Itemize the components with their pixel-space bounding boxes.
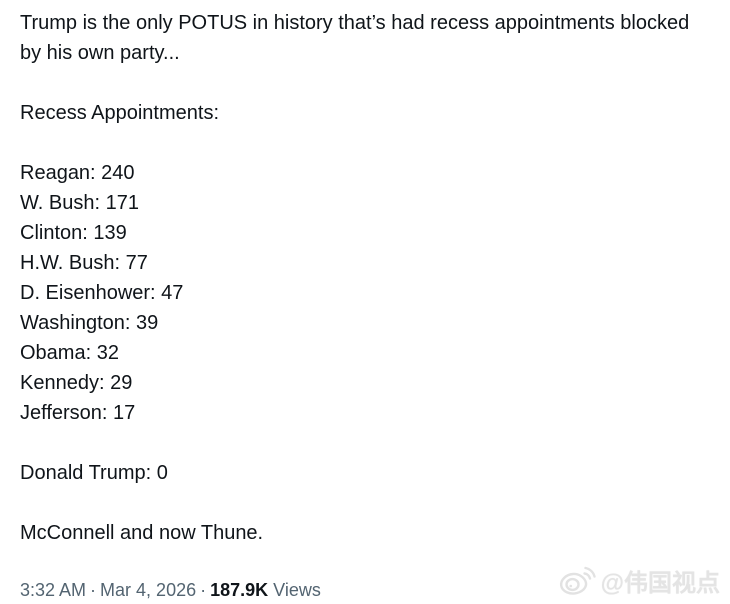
stat-line: H.W. Bush: 77 bbox=[20, 252, 148, 274]
stat-line: Obama: 32 bbox=[20, 342, 119, 364]
recess-stats-list: Reagan: 240 W. Bush: 171 Clinton: 139 H.W. … bbox=[20, 158, 710, 428]
stat-line: D. Eisenhower: 47 bbox=[20, 282, 184, 304]
stat-line: Kennedy: 29 bbox=[20, 372, 133, 394]
stat-line: Jefferson: 17 bbox=[20, 402, 136, 424]
dot-separator: · bbox=[90, 580, 97, 600]
dot-separator: · bbox=[200, 580, 207, 600]
tweet-body: Trump is the only POTUS in history that’… bbox=[20, 8, 710, 602]
recess-appointments-heading: Recess Appointments: bbox=[20, 102, 219, 124]
views-label: Views bbox=[273, 580, 321, 600]
post-date[interactable]: Mar 4, 2026 bbox=[100, 580, 197, 600]
views-count: 187.9K bbox=[210, 580, 269, 600]
post-time[interactable]: 3:32 AM bbox=[20, 580, 87, 600]
tweet-intro-paragraph: Trump is the only POTUS in history that’… bbox=[20, 12, 690, 64]
weibo-logo-icon bbox=[558, 565, 596, 597]
trump-stat-line: Donald Trump: 0 bbox=[20, 462, 168, 484]
stat-line: Clinton: 139 bbox=[20, 222, 127, 244]
stat-line: Washington: 39 bbox=[20, 312, 159, 334]
weibo-watermark: @伟国视点 bbox=[558, 563, 720, 598]
stat-line: Reagan: 240 bbox=[20, 162, 135, 184]
stat-line: W. Bush: 171 bbox=[20, 192, 139, 214]
timestamp-row: 3:32 AM · Mar 4, 2026 · 187.9K Views bbox=[20, 578, 710, 602]
watermark-handle: @伟国视点 bbox=[600, 570, 720, 597]
closing-line: McConnell and now Thune. bbox=[20, 522, 264, 544]
